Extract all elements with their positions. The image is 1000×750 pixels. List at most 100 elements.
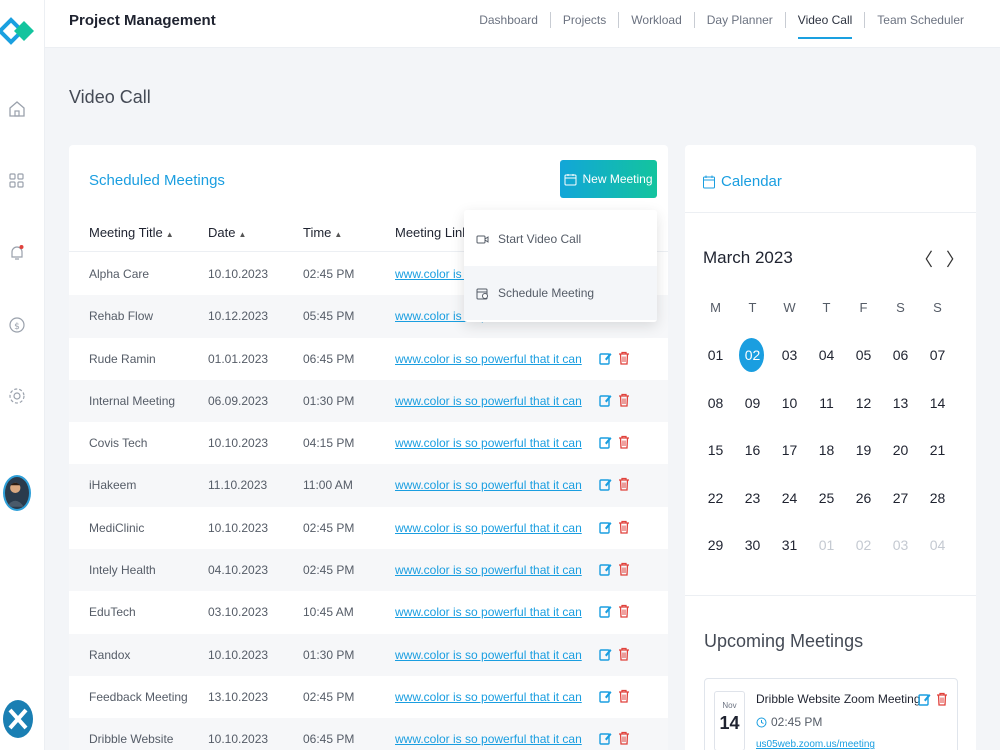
calendar-day[interactable]: 31 <box>771 528 808 562</box>
calendar-day[interactable]: 12 <box>845 386 882 420</box>
dollar-icon[interactable]: $ <box>7 315 27 335</box>
calendar-day[interactable]: 09 <box>734 386 771 420</box>
calendar-day[interactable]: 11 <box>808 386 845 420</box>
col-title[interactable]: Meeting Title ▲ <box>89 225 174 240</box>
upcoming-meeting-link[interactable]: us05web.zoom.us/meeting <box>756 739 875 750</box>
table-row[interactable]: Covis Tech 10.10.2023 04:15 PM www.color is… <box>69 422 668 464</box>
nav-video-call[interactable]: Video Call <box>784 12 864 39</box>
calendar-day[interactable]: 04 <box>808 338 845 372</box>
nav-projects[interactable]: Projects <box>549 12 618 28</box>
calendar-day[interactable]: 28 <box>919 481 956 515</box>
edit-icon[interactable] <box>599 393 612 407</box>
delete-icon[interactable] <box>618 351 630 365</box>
calendar-day[interactable]: 03 <box>771 338 808 372</box>
calendar-day[interactable]: 21 <box>919 433 956 467</box>
meeting-link[interactable]: www.color is so powerful that it can <box>395 393 582 408</box>
edit-icon[interactable] <box>599 520 612 534</box>
prev-month-button[interactable]: 〈 <box>915 250 933 270</box>
delete-icon[interactable] <box>618 562 630 576</box>
calendar-day[interactable]: 19 <box>845 433 882 467</box>
calendar-day[interactable]: 01 <box>697 338 734 372</box>
upcoming-meeting-card[interactable]: Nov 14 Dribble Website Zoom Meeting 02:4… <box>704 678 958 750</box>
meeting-link[interactable]: www.color is so powerful that it can <box>395 563 582 578</box>
meeting-link[interactable]: www.color is so powerful that it can <box>395 436 582 451</box>
edit-icon[interactable] <box>599 604 612 619</box>
bell-icon[interactable] <box>7 243 27 263</box>
home-icon[interactable] <box>7 99 27 119</box>
user-avatar[interactable] <box>3 475 31 511</box>
grid-icon[interactable] <box>7 171 27 191</box>
calendar-day[interactable]: 15 <box>697 433 734 467</box>
edit-icon[interactable] <box>599 689 612 703</box>
calendar-day[interactable]: 16 <box>734 433 771 467</box>
delete-icon[interactable] <box>618 604 630 619</box>
edit-icon[interactable] <box>918 692 931 706</box>
delete-icon[interactable] <box>618 689 630 703</box>
meeting-link[interactable]: www.color is so powerful that it can <box>395 732 582 747</box>
delete-icon[interactable] <box>618 435 630 449</box>
calendar-day-selected[interactable]: 02 <box>734 338 771 372</box>
calendar-day[interactable]: 17 <box>771 433 808 467</box>
app-logo[interactable] <box>0 12 38 50</box>
calendar-day[interactable]: 06 <box>882 338 919 372</box>
calendar-day[interactable]: 10 <box>771 386 808 420</box>
delete-icon[interactable] <box>618 647 630 661</box>
calendar-day[interactable]: 24 <box>771 481 808 515</box>
calendar-day[interactable]: 05 <box>845 338 882 372</box>
meeting-link[interactable]: www.color is so powerful that it can <box>395 478 582 493</box>
meeting-link[interactable]: www.color is so powerful that it can <box>395 520 582 535</box>
calendar-day[interactable]: 02 <box>845 528 882 562</box>
workspace-logo[interactable] <box>3 700 33 738</box>
edit-icon[interactable] <box>599 477 612 492</box>
edit-icon[interactable] <box>599 435 612 449</box>
delete-icon[interactable] <box>936 692 948 706</box>
edit-icon[interactable] <box>599 647 612 661</box>
calendar-day[interactable]: 30 <box>734 528 771 562</box>
nav-day-planner[interactable]: Day Planner <box>693 12 785 28</box>
table-row[interactable]: Dribble Website 10.10.2023 06:45 PM www.col… <box>69 718 668 750</box>
calendar-day[interactable]: 03 <box>882 528 919 562</box>
calendar-day[interactable]: 14 <box>919 386 956 420</box>
table-row[interactable]: MediClinic 10.10.2023 02:45 PM www.color is… <box>69 507 668 549</box>
meeting-link[interactable]: www.color is so powerful that it can <box>395 647 582 662</box>
schedule-meeting-item[interactable]: Schedule Meeting <box>464 266 657 320</box>
calendar-day[interactable]: 29 <box>697 528 734 562</box>
delete-icon[interactable] <box>618 731 630 745</box>
calendar-day[interactable]: 27 <box>882 481 919 515</box>
next-month-button[interactable]: 〉 <box>946 250 964 270</box>
table-row[interactable]: Internal Meeting 06.09.2023 01:30 PM www.co… <box>69 379 668 423</box>
calendar-day[interactable]: 26 <box>845 481 882 515</box>
calendar-day[interactable]: 08 <box>697 386 734 420</box>
gear-icon[interactable] <box>7 386 27 406</box>
meeting-link[interactable]: www.color is so powerful that it can <box>395 605 582 620</box>
calendar-day[interactable]: 20 <box>882 433 919 467</box>
col-time[interactable]: Time ▲ <box>303 225 342 240</box>
table-row[interactable]: iHakeem 11.10.2023 11:00 AM www.color is so… <box>69 464 668 507</box>
table-row[interactable]: Intely Health 04.10.2023 02:45 PM www.color… <box>69 549 668 592</box>
calendar-day[interactable]: 22 <box>697 481 734 515</box>
calendar-day[interactable]: 07 <box>919 338 956 372</box>
start-video-call-item[interactable]: Start Video Call <box>464 212 657 266</box>
edit-icon[interactable] <box>599 351 612 365</box>
calendar-day[interactable]: 18 <box>808 433 845 467</box>
table-row[interactable]: EduTech 03.10.2023 10:45 AM www.color is so… <box>69 591 668 633</box>
delete-icon[interactable] <box>618 520 630 534</box>
meeting-link[interactable]: www.color is so powerful that it can <box>395 351 582 366</box>
calendar-day[interactable]: 23 <box>734 481 771 515</box>
meeting-link[interactable]: www.color is so powerful that it can <box>395 689 582 704</box>
edit-icon[interactable] <box>599 562 612 576</box>
delete-icon[interactable] <box>618 477 630 492</box>
calendar-day[interactable]: 04 <box>919 528 956 562</box>
calendar-day[interactable]: 13 <box>882 386 919 420</box>
edit-icon[interactable] <box>599 731 612 745</box>
delete-icon[interactable] <box>618 393 630 407</box>
nav-team-scheduler[interactable]: Team Scheduler <box>864 12 976 28</box>
table-row[interactable]: Randox 10.10.2023 01:30 PM www.color is so … <box>69 633 668 676</box>
nav-workload[interactable]: Workload <box>618 12 693 28</box>
calendar-day[interactable]: 25 <box>808 481 845 515</box>
table-row[interactable]: Rude Ramin 01.01.2023 06:45 PM www.color is… <box>69 338 668 380</box>
col-date[interactable]: Date ▲ <box>208 225 246 240</box>
new-meeting-button[interactable]: New Meeting <box>560 160 657 198</box>
table-row[interactable]: Feedback Meeting 13.10.2023 02:45 PM www.co… <box>69 676 668 718</box>
nav-dashboard[interactable]: Dashboard <box>479 13 538 27</box>
